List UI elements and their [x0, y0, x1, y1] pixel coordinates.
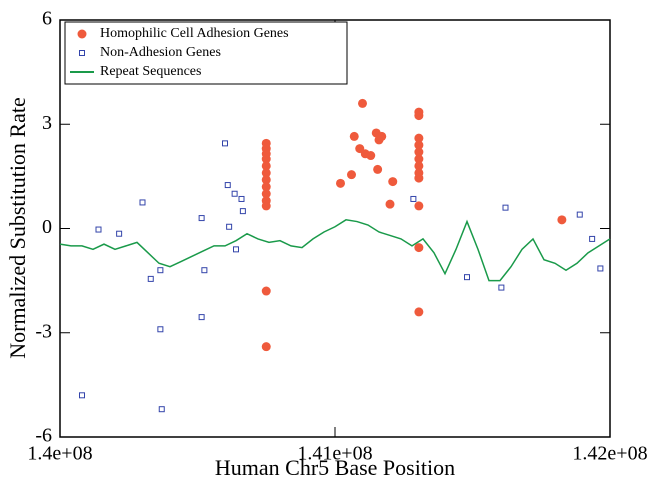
point [502, 204, 509, 211]
point [576, 211, 583, 218]
point [147, 275, 154, 282]
point [79, 392, 85, 399]
point [222, 140, 228, 147]
point [498, 284, 505, 291]
point [261, 175, 271, 185]
point [589, 235, 596, 242]
point [261, 182, 271, 192]
y-tick-label: -6 [35, 425, 52, 447]
x-axis-label: Human Chr5 Base Position [215, 455, 455, 480]
point [201, 267, 208, 274]
point [414, 243, 424, 253]
x-tick-label: 1.4e+08 [27, 443, 92, 465]
point [238, 195, 245, 202]
point [597, 265, 604, 272]
legend-marker [77, 29, 87, 39]
point [261, 286, 271, 296]
x-tick-label: 1.42e+08 [572, 443, 647, 465]
point [224, 182, 231, 189]
point [157, 267, 164, 274]
point [358, 98, 367, 108]
point [414, 140, 424, 150]
point [366, 151, 376, 161]
point [261, 168, 271, 178]
x-tick-label: 1.41e+08 [297, 443, 372, 465]
legend-marker [79, 50, 85, 56]
point [336, 178, 345, 188]
point [139, 199, 146, 206]
point [414, 201, 424, 211]
point [385, 199, 395, 209]
y-tick-label: 6 [42, 8, 52, 30]
point [414, 133, 424, 143]
point [261, 189, 271, 199]
point [373, 164, 383, 174]
point [261, 201, 271, 211]
point [198, 314, 205, 321]
repeat-line [59, 219, 611, 282]
legend-label: Repeat Sequences [100, 64, 201, 79]
point [158, 406, 165, 413]
point [198, 215, 205, 222]
point [95, 226, 102, 233]
point [349, 131, 359, 141]
point [410, 195, 417, 202]
y-tick-label: 0 [42, 216, 52, 238]
point [414, 161, 424, 171]
point [414, 173, 424, 183]
point [414, 154, 424, 164]
point [347, 170, 356, 180]
legend-box [64, 21, 348, 85]
point [388, 177, 398, 187]
point [261, 342, 271, 352]
point [233, 246, 239, 253]
point [557, 215, 567, 225]
y-tick-label: 3 [42, 112, 52, 134]
point [414, 111, 424, 121]
point [226, 223, 233, 230]
point [414, 307, 424, 317]
legend-label: Homophilic Cell Adhesion Genes [100, 26, 289, 41]
point [377, 131, 387, 141]
point [231, 190, 238, 197]
y-tick-label: -3 [35, 320, 52, 342]
point [116, 230, 123, 237]
point [239, 208, 246, 215]
point [464, 274, 470, 281]
point [157, 326, 164, 333]
point [414, 147, 424, 157]
point [261, 154, 271, 164]
legend-label: Non-Adhesion Genes [100, 45, 221, 60]
point [261, 161, 271, 171]
y-axis-label: Normalized Substitution Rate [5, 97, 30, 359]
